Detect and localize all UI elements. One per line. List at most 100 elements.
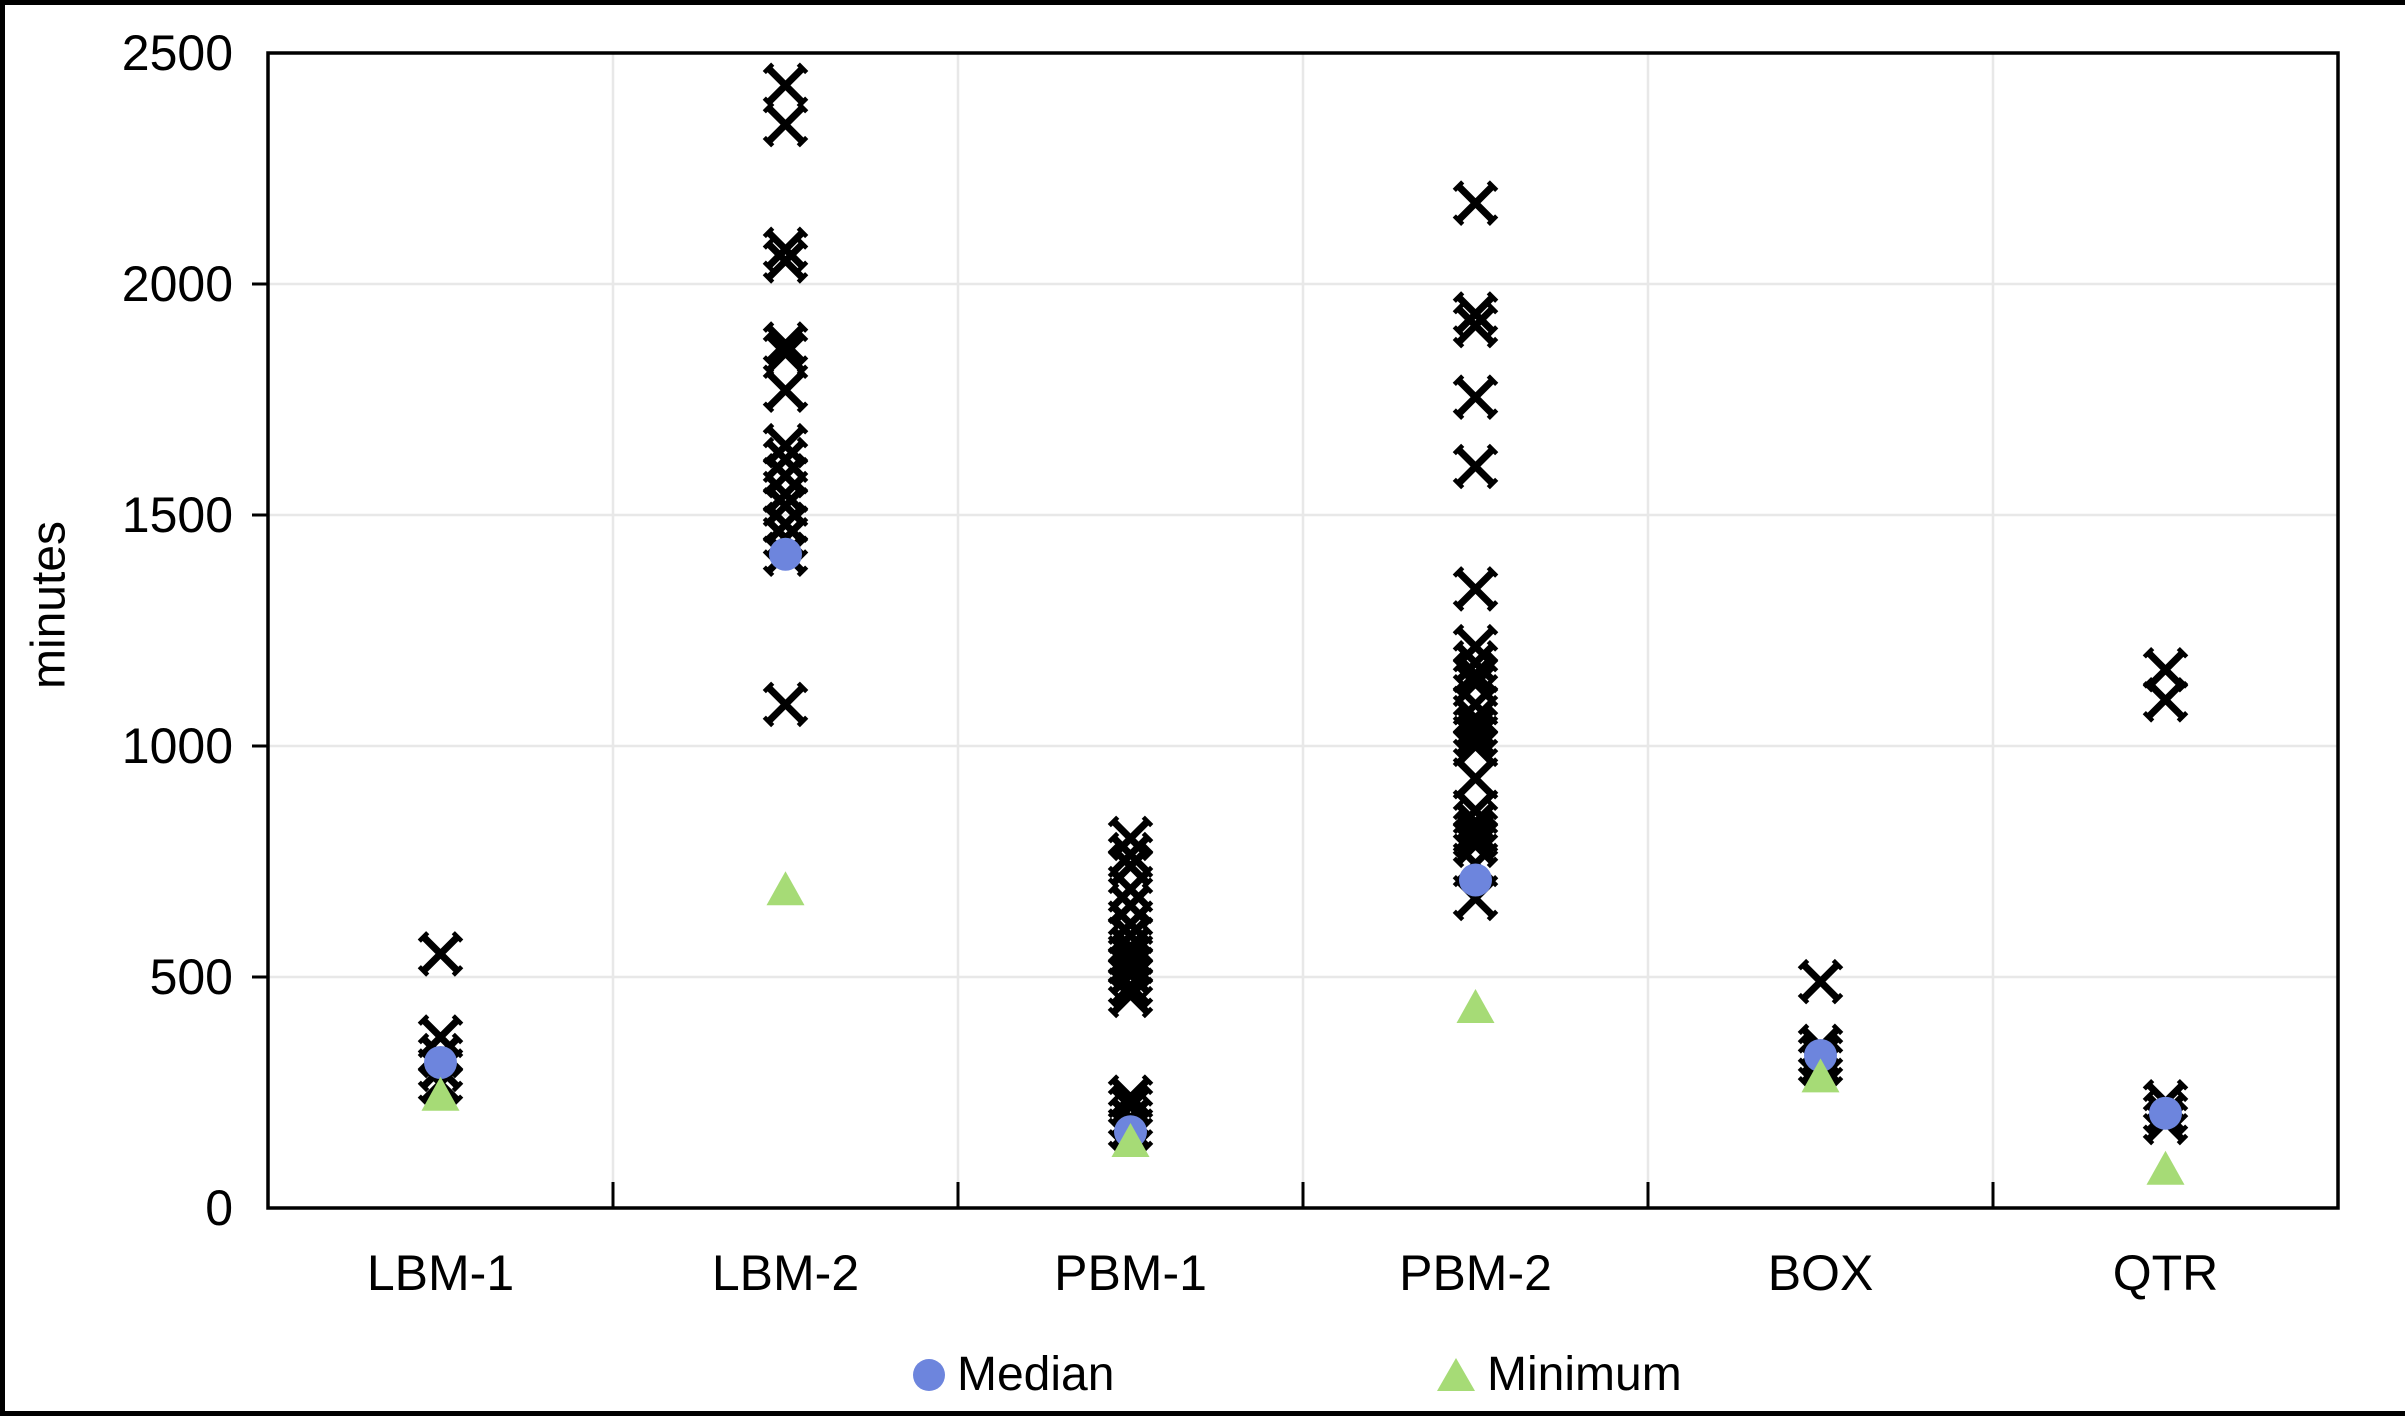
x-point-marker-caps [1452, 822, 1499, 869]
x-point-marker [766, 474, 805, 514]
x-point-marker [766, 440, 805, 480]
x-point-marker [1456, 306, 1495, 346]
x-point-marker-caps [417, 931, 464, 977]
y-tick-label: 0 [205, 1180, 233, 1236]
y-tick-label: 1000 [122, 718, 233, 774]
x-point-marker-caps [1797, 1041, 1844, 1088]
x-point-marker-caps [1452, 566, 1499, 612]
x-point-marker-caps [1452, 443, 1499, 490]
x-point-marker [2146, 680, 2185, 720]
x-point-marker [1456, 447, 1495, 486]
x-point-marker-caps [1452, 291, 1499, 337]
x-point-marker-caps [2142, 1090, 2189, 1137]
legend-label-minimum: Minimum [1487, 1348, 1682, 1401]
x-point-marker-caps [1797, 1032, 1844, 1079]
x-category-label: PBM-1 [1054, 1245, 1207, 1301]
x-category-label: LBM-1 [367, 1245, 514, 1301]
minimum-point [2146, 1150, 2185, 1185]
minimum-point [1456, 989, 1495, 1024]
x-point-marker [2146, 650, 2185, 690]
y-tick-label: 1500 [122, 487, 233, 543]
x-point-marker [766, 426, 805, 466]
x-point-marker-caps [1452, 815, 1499, 862]
scatter-chart: 0 500 1000 1500 2000 2500 LBM-1 LBM-2 PBM-1 PBM-2… [122, 25, 2340, 1301]
x-point-marker [1111, 869, 1150, 909]
x-point-marker [1456, 627, 1495, 667]
x-category-label: BOX [1768, 1245, 1874, 1301]
x-category-label: QTR [2113, 1245, 2219, 1301]
x-point-marker-caps [762, 226, 809, 273]
x-point-marker-caps [1452, 695, 1499, 742]
median-point [2149, 1096, 2182, 1130]
x-point-marker [1456, 183, 1495, 223]
y-tick-label: 500 [150, 949, 233, 1005]
x-point-marker-caps [1452, 302, 1499, 349]
x-point-marker-caps [1797, 1023, 1844, 1070]
x-point-marker [421, 934, 460, 974]
x-point-marker-caps [417, 1060, 464, 1107]
legend-label-median: Median [957, 1348, 1115, 1401]
minimum-point [1111, 1123, 1150, 1158]
x-point-marker-caps [1107, 1095, 1154, 1141]
x-point-marker-caps [417, 1032, 464, 1079]
x-point-marker-caps [762, 367, 809, 414]
x-point-marker [1456, 758, 1495, 798]
x-point-marker [766, 684, 805, 724]
x-point-marker-caps [1452, 640, 1499, 686]
legend-item-minimum: Minimum [1437, 1347, 1682, 1402]
x-point-marker [1111, 835, 1150, 875]
x-point-marker-caps [762, 321, 809, 367]
x-point-marker-caps [2142, 1099, 2189, 1146]
x-point-marker [766, 324, 805, 364]
legend: Median Minimum [5, 1347, 2405, 1411]
minimum-point [1801, 1058, 1840, 1093]
x-point-marker [1456, 811, 1495, 851]
y-tick-label: 2500 [122, 25, 233, 81]
x-point-marker-caps [1797, 958, 1844, 1005]
x-point-marker-caps [1107, 1083, 1154, 1130]
minimum-point [421, 1076, 460, 1111]
x-point-marker [1456, 654, 1495, 694]
x-point-marker-caps [1107, 972, 1154, 1019]
x-point-marker-caps [1452, 374, 1499, 420]
x-point-marker-caps [762, 238, 809, 284]
x-point-marker-caps [1107, 951, 1154, 998]
median-point [1459, 863, 1492, 897]
x-point-marker-caps [762, 101, 809, 148]
y-axis-title: minutes [22, 520, 76, 690]
median-point [424, 1045, 457, 1079]
legend-item-median: Median [913, 1347, 1114, 1402]
x-point-marker [1456, 726, 1495, 766]
x-point-marker [766, 504, 805, 544]
x-point-marker-caps [1452, 713, 1499, 760]
x-point-marker [1111, 966, 1150, 1006]
x-point-marker [1801, 962, 1840, 1002]
x-point-marker [1456, 717, 1495, 757]
x-point-marker-caps [1107, 843, 1154, 889]
x-point-marker [1111, 818, 1150, 858]
minimum-marker-icon [1437, 1358, 1475, 1391]
x-point-marker-caps [1107, 1106, 1154, 1153]
x-point-marker-caps [762, 62, 809, 109]
x-point-marker-caps [1452, 704, 1499, 751]
x-point-marker-caps [762, 515, 809, 561]
x-point-marker [766, 229, 805, 269]
x-point-marker [1111, 976, 1150, 1015]
x-point-marker-caps [417, 1046, 464, 1093]
x-point-marker [766, 65, 805, 105]
x-point-marker [766, 370, 805, 410]
median-point [769, 537, 802, 571]
x-point-marker-caps [762, 681, 809, 728]
x-point-marker [766, 333, 805, 373]
x-point-marker [1456, 569, 1495, 609]
x-point-marker-caps [1452, 180, 1499, 226]
minimum-point [766, 871, 805, 906]
x-point-marker-caps [1452, 875, 1499, 922]
x-point-marker-caps [1107, 963, 1154, 1010]
x-category-label: LBM-2 [712, 1245, 859, 1301]
x-point-marker [1456, 377, 1495, 417]
x-point-marker-caps [1452, 799, 1499, 846]
x-point-marker-caps [2142, 1078, 2189, 1125]
median-marker-icon [913, 1358, 945, 1391]
